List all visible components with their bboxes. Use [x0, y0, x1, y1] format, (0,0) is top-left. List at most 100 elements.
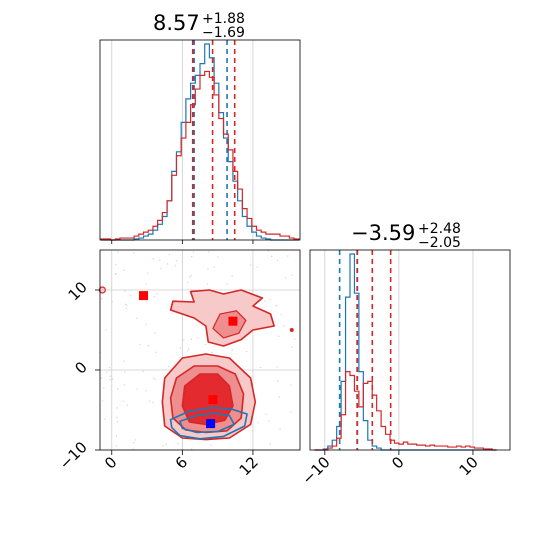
scatter-point [133, 441, 135, 444]
scatter-point [154, 332, 156, 334]
scatter-point [105, 329, 107, 331]
scatter-point [293, 338, 296, 340]
scatter-point [275, 304, 278, 307]
x-tick-label: −10 [299, 453, 334, 488]
marker-square [228, 316, 238, 326]
scatter-point [290, 411, 292, 413]
scatter-point [245, 350, 248, 353]
scatter-point [267, 420, 270, 422]
scatter-point [123, 269, 125, 271]
histogram-series-1 [314, 371, 497, 451]
y-tick-label: 0 [71, 358, 90, 377]
blue-contour-0 [169, 406, 248, 440]
scatter-point [291, 346, 293, 348]
scatter-point [142, 370, 144, 372]
scatter-point [287, 255, 289, 257]
histogram-series-0 [101, 43, 299, 241]
marker-square [139, 291, 149, 301]
scatter-point [154, 378, 156, 381]
scatter-point [276, 366, 278, 368]
scatter-point [190, 338, 192, 341]
scatter-point [250, 264, 252, 266]
scatter-point [134, 439, 136, 441]
scatter-point [187, 281, 189, 284]
scatter-point [145, 390, 147, 392]
scatter-point [115, 435, 118, 438]
scatter-point [270, 255, 273, 258]
scatter-point [207, 268, 209, 270]
scatter-point [257, 421, 259, 424]
marker-square [208, 395, 218, 405]
scatter-point [116, 407, 118, 409]
scatter-point [177, 442, 179, 445]
x-tick-label: 10 [456, 453, 482, 479]
title-main-value: −3.59 [351, 221, 415, 245]
scatter-point [290, 384, 292, 386]
scatter-point [115, 445, 118, 447]
scatter-point [256, 266, 259, 268]
scatter-point [115, 264, 117, 266]
scatter-point [168, 253, 171, 256]
scatter-point [152, 258, 155, 260]
scatter-point [153, 295, 155, 298]
scatter-point [156, 293, 158, 295]
scatter-point [213, 266, 215, 268]
scatter-point [116, 420, 119, 423]
marker-square [206, 419, 216, 429]
scatter-point [148, 400, 151, 402]
scatter-point [210, 444, 212, 446]
scatter-point [208, 251, 210, 253]
stray-contour [289, 328, 294, 332]
title-plus-error: +1.88 [202, 11, 245, 27]
red-contour-inner [181, 373, 234, 426]
scatter-point [283, 325, 285, 327]
scatter-point [174, 264, 177, 267]
scatter-point [145, 301, 148, 303]
axes-frame [99, 39, 301, 241]
scatter-point [122, 400, 124, 402]
scatter-point [145, 323, 147, 326]
scatter-point [130, 294, 132, 297]
scatter-point [189, 276, 191, 278]
scatter-point [101, 400, 104, 402]
scatter-point [206, 283, 209, 285]
x-tick-label: 0 [388, 453, 407, 472]
axes-frame [99, 249, 301, 451]
scatter-point [179, 347, 182, 349]
histogram-series-1 [100, 70, 300, 241]
scatter-point [187, 348, 190, 350]
scatter-point [124, 303, 127, 306]
scatter-point [279, 428, 281, 430]
scatter-point [175, 260, 178, 262]
scatter-point [123, 360, 125, 362]
scatter-point [100, 298, 103, 300]
scatter-point [267, 250, 270, 252]
scatter-point [186, 350, 189, 352]
scatter-point [190, 255, 193, 258]
scatter-point [226, 283, 228, 285]
scatter-point [265, 413, 267, 416]
scatter-point [147, 272, 149, 274]
x-tick-label: 6 [172, 453, 191, 472]
scatter-point [278, 396, 280, 398]
scatter-point [291, 274, 293, 276]
scatter-point [139, 343, 141, 346]
scatter-point [152, 377, 155, 379]
scatter-point [278, 335, 280, 338]
scatter-point [126, 304, 128, 306]
scatter-point [104, 418, 106, 420]
title-plus-error: +2.48 [418, 221, 461, 237]
scatter-point [190, 274, 192, 277]
scatter-point [284, 277, 287, 279]
scatter-point [125, 307, 128, 309]
scatter-point [133, 252, 135, 254]
scatter-point [123, 384, 126, 386]
top-left-histogram-panel [99, 39, 301, 244]
scatter-point [112, 378, 114, 380]
bottom-right-histogram-panel: −10 0 10 [299, 249, 511, 488]
scatter-point [152, 401, 154, 404]
scatter-point [136, 388, 138, 390]
scatter-point [114, 273, 117, 275]
scatter-point [147, 344, 150, 347]
scatter-point [264, 300, 266, 303]
